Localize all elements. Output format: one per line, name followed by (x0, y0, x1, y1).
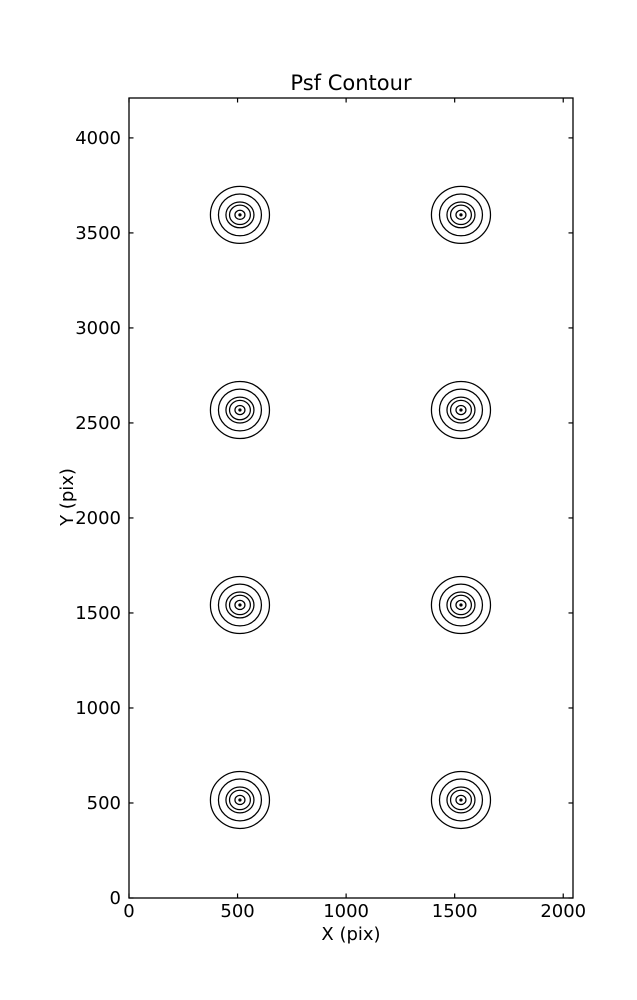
psf-center-dot (238, 213, 242, 217)
contour-ring (446, 786, 476, 814)
psf-center-dot (459, 603, 463, 607)
plot-title: Psf Contour (290, 71, 412, 95)
contour-ring (225, 396, 255, 424)
contour-ring (455, 599, 467, 611)
contour-ring (225, 201, 255, 229)
contour-ring (449, 204, 473, 226)
x-axis-label: X (pix) (321, 924, 381, 945)
x-tick-label: 500 (220, 901, 254, 922)
contour-ring (217, 778, 263, 822)
contour-ring (209, 185, 271, 244)
psf-center-dot (238, 798, 242, 802)
contour-ring (234, 404, 246, 416)
contour-ring (217, 193, 263, 237)
axes-frame (128, 97, 574, 899)
contour-ring (234, 209, 246, 221)
contour-ring (209, 770, 271, 830)
contour-ring (225, 591, 255, 619)
x-tick-label: 1000 (323, 901, 369, 922)
contour-ring (449, 789, 473, 811)
contour-ring (455, 404, 467, 416)
contour-ring (430, 575, 492, 635)
psf-center-dot (459, 213, 463, 217)
contour-ring (234, 794, 246, 806)
contour-ring (228, 204, 251, 226)
contour-ring (438, 583, 484, 627)
psf-center-dot (238, 603, 242, 607)
contour-ring (430, 770, 492, 830)
contour-ring (217, 388, 263, 432)
contour-ring (234, 599, 246, 611)
y-tick-label: 0 (110, 888, 121, 909)
y-tick-label: 2500 (75, 413, 121, 434)
contour-ring (449, 399, 473, 421)
contour-ring (209, 380, 271, 440)
y-tick-label: 2000 (75, 508, 121, 529)
y-axis-label: Y (pix) (57, 468, 78, 526)
contour-ring (225, 786, 255, 814)
contour-ring (228, 594, 251, 616)
contour-ring (209, 575, 271, 635)
y-tick-label: 3000 (75, 318, 121, 339)
x-tick-label: 2000 (540, 901, 586, 922)
contour-ring (438, 778, 484, 822)
contour-ring (430, 380, 492, 440)
psf-center-dot (459, 798, 463, 802)
contour-ring (446, 201, 476, 229)
psf-center-dot (238, 408, 242, 412)
contour-ring (446, 396, 476, 424)
y-tick-label: 3500 (75, 223, 121, 244)
psf-center-dot (459, 408, 463, 412)
contour-ring (438, 193, 484, 237)
x-tick-label: 0 (123, 901, 134, 922)
contour-ring (455, 794, 467, 806)
y-tick-label: 1500 (75, 603, 121, 624)
contour-ring (228, 789, 251, 811)
y-tick-label: 1000 (75, 698, 121, 719)
y-tick-label: 4000 (75, 128, 121, 149)
contour-ring (217, 583, 263, 627)
y-tick-label: 500 (87, 793, 121, 814)
x-tick-label: 1500 (432, 901, 478, 922)
contour-ring (446, 591, 476, 619)
contour-ring (438, 388, 484, 432)
contour-ring (449, 594, 473, 616)
contour-ring (430, 185, 492, 244)
contour-ring (228, 399, 251, 421)
contour-ring (455, 209, 467, 221)
